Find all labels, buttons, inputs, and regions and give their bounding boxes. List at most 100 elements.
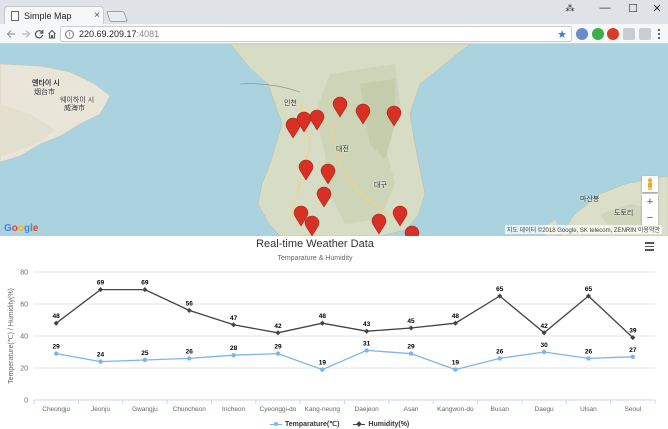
- map-marker: [293, 205, 309, 227]
- legend-item-humidity[interactable]: Humidity(%): [353, 420, 409, 428]
- browser-titlebar: Simple Map × ⁂ — ☐ ✕: [0, 0, 668, 24]
- data-point: [319, 320, 325, 326]
- browser-menu-icon[interactable]: [652, 26, 666, 42]
- korea-weather-map[interactable]: 옌타이 시 烟台市 웨이하이 시 威海市 인천 대전 대구 마산봉 도토리 + …: [0, 44, 668, 236]
- x-tick-label: Jeonju: [91, 406, 111, 413]
- map-marker: [371, 213, 387, 235]
- y-axis-title: Temperature(℃) / Humidity(%): [8, 288, 15, 384]
- user-icon[interactable]: ⁂: [565, 2, 575, 13]
- data-label: 56: [186, 300, 194, 307]
- map-attribution[interactable]: 지도 데이터 ©2018 Google, SK telecom, ZENRIN …: [504, 225, 662, 234]
- data-point: [630, 354, 636, 359]
- data-point: [320, 367, 325, 372]
- close-window-button[interactable]: ✕: [652, 2, 662, 15]
- address-bar[interactable]: i 220.69.209.17 :4081 ★: [60, 26, 572, 42]
- bookmark-star-icon[interactable]: ★: [557, 28, 567, 41]
- chart-plot: 0 20 40 60 80 Temperature(℃) / Humidity(%) Che…: [8, 270, 656, 413]
- data-label: 69: [141, 280, 149, 287]
- extension-icon-2[interactable]: [592, 28, 604, 40]
- map-marker: [285, 117, 301, 139]
- data-point: [275, 351, 281, 356]
- data-point: [142, 287, 148, 293]
- data-point: [497, 356, 502, 361]
- x-tick-label: Daegu: [535, 406, 555, 413]
- series-line: [55, 288, 634, 339]
- data-label: 29: [407, 344, 415, 351]
- data-label: 30: [540, 342, 548, 349]
- data-label: 28: [230, 345, 238, 352]
- map-marker: [332, 96, 348, 118]
- map-label: 대전: [336, 146, 349, 153]
- map-label: 웨이하이 시: [60, 97, 95, 104]
- x-tick-label: Ulsan: [580, 406, 597, 413]
- series-line: [56, 349, 633, 371]
- data-label: 48: [53, 313, 61, 320]
- zoom-out-button[interactable]: −: [642, 210, 658, 226]
- data-label: 45: [407, 318, 415, 325]
- zoom-in-button[interactable]: +: [642, 194, 658, 210]
- extension-icon-4[interactable]: [623, 28, 635, 40]
- data-label: 42: [274, 323, 282, 330]
- home-icon[interactable]: [45, 26, 59, 42]
- data-point: [453, 367, 458, 372]
- chart-menu-icon[interactable]: [645, 242, 654, 253]
- data-point: [231, 353, 236, 358]
- map-marker: [355, 103, 371, 125]
- map-marker: [296, 111, 312, 133]
- chart-title: Real-time Weather Data: [256, 238, 374, 250]
- map-label: 威海市: [64, 105, 85, 112]
- data-label: 26: [585, 348, 593, 355]
- back-icon[interactable]: [4, 26, 18, 42]
- street-view-pegman-icon[interactable]: [642, 176, 658, 192]
- forward-icon[interactable]: [19, 26, 33, 42]
- y-tick-label: 60: [20, 302, 28, 309]
- browser-toolbar: i 220.69.209.17 :4081 ★: [0, 24, 668, 44]
- chart-subtitle: Temparature & Humidity: [277, 255, 353, 262]
- data-label: 48: [319, 313, 327, 320]
- data-point: [186, 307, 192, 313]
- y-tick-label: 80: [20, 270, 28, 277]
- data-point: [53, 351, 59, 356]
- map-marker: [304, 215, 320, 236]
- adblock-icon[interactable]: [607, 28, 619, 40]
- data-point: [408, 351, 414, 356]
- x-tick-label: Incheon: [222, 406, 246, 413]
- browser-tab[interactable]: Simple Map ×: [4, 6, 104, 24]
- weather-chart: Real-time Weather Data Temparature & Hum…: [0, 236, 668, 429]
- new-tab-button[interactable]: [105, 11, 129, 22]
- map-label: 烟台市: [34, 89, 55, 96]
- site-info-icon[interactable]: i: [65, 29, 74, 39]
- x-tick-label: Kang-neung: [305, 406, 341, 413]
- data-point: [364, 328, 370, 334]
- data-label: 69: [97, 280, 105, 287]
- map-label: 대구: [374, 182, 387, 189]
- y-tick-label: 0: [24, 398, 28, 405]
- maximize-button[interactable]: ☐: [628, 2, 638, 15]
- extension-icon-1[interactable]: [576, 28, 588, 40]
- tab-close-icon[interactable]: ×: [94, 10, 100, 21]
- reload-icon[interactable]: [32, 26, 46, 42]
- data-label: 42: [540, 323, 548, 330]
- data-label: 25: [141, 350, 149, 357]
- map-marker: [386, 105, 402, 127]
- data-point: [541, 349, 547, 355]
- legend-item-temperature[interactable]: Temparature(℃): [270, 420, 339, 428]
- x-tick-label: Seoul: [625, 406, 642, 413]
- cast-icon[interactable]: [639, 28, 651, 40]
- x-tick-label: Kangwon-do: [437, 406, 474, 413]
- x-tick-label: Asan: [404, 406, 419, 413]
- map-marker: [298, 159, 314, 181]
- data-label: 24: [97, 352, 105, 359]
- data-point: [142, 357, 148, 363]
- map-marker: [404, 225, 420, 236]
- data-point: [586, 356, 591, 361]
- chart-legend[interactable]: Temparature(℃) Humidity(%): [270, 420, 409, 428]
- page-icon: [11, 10, 19, 21]
- data-label: 39: [629, 328, 637, 335]
- url-host: 220.69.209.17: [79, 29, 137, 39]
- data-point: [275, 330, 281, 336]
- map-marker: [392, 205, 408, 227]
- minimize-button[interactable]: —: [599, 2, 611, 14]
- google-logo: Google: [4, 223, 39, 234]
- data-label: 19: [319, 360, 327, 367]
